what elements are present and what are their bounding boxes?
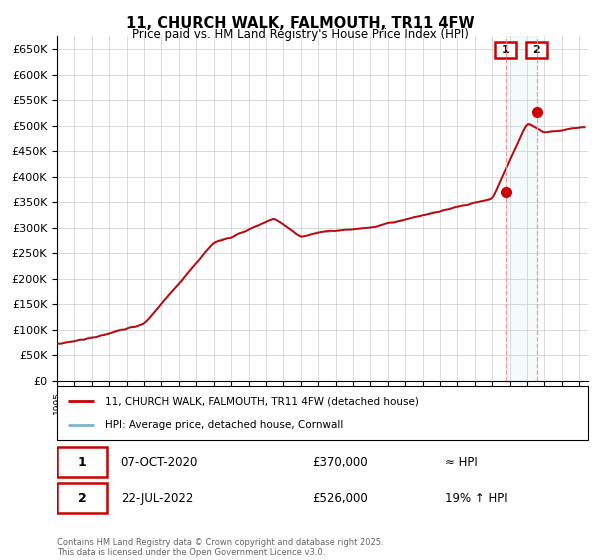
Text: Contains HM Land Registry data © Crown copyright and database right 2025.
This d: Contains HM Land Registry data © Crown c… (57, 538, 383, 557)
Text: 11, CHURCH WALK, FALMOUTH, TR11 4FW: 11, CHURCH WALK, FALMOUTH, TR11 4FW (125, 16, 475, 31)
FancyBboxPatch shape (57, 447, 107, 477)
FancyBboxPatch shape (57, 483, 107, 514)
Text: ≈ HPI: ≈ HPI (445, 455, 478, 469)
Text: 2: 2 (529, 45, 545, 55)
Text: HPI: Average price, detached house, Cornwall: HPI: Average price, detached house, Corn… (105, 419, 343, 430)
Text: 1: 1 (77, 455, 86, 469)
Text: 2: 2 (77, 492, 86, 505)
Text: £526,000: £526,000 (312, 492, 368, 505)
Text: Price paid vs. HM Land Registry's House Price Index (HPI): Price paid vs. HM Land Registry's House … (131, 28, 469, 41)
FancyBboxPatch shape (57, 386, 588, 440)
Text: 1: 1 (498, 45, 514, 55)
Bar (506, 36, 537, 381)
Text: 07-OCT-2020: 07-OCT-2020 (121, 455, 198, 469)
Text: 19% ↑ HPI: 19% ↑ HPI (445, 492, 507, 505)
Text: 11, CHURCH WALK, FALMOUTH, TR11 4FW (detached house): 11, CHURCH WALK, FALMOUTH, TR11 4FW (det… (105, 396, 419, 407)
Text: 22-JUL-2022: 22-JUL-2022 (121, 492, 193, 505)
Text: £370,000: £370,000 (312, 455, 368, 469)
